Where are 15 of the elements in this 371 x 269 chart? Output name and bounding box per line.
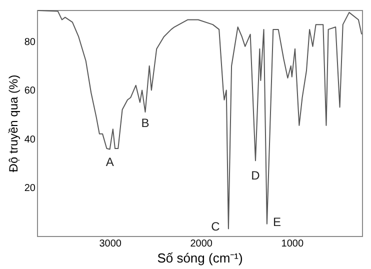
y-axis-title: Độ truyền qua (%) bbox=[6, 74, 20, 172]
x-tick-label: 1000 bbox=[281, 238, 304, 250]
annotation: E bbox=[272, 214, 281, 229]
y-tick-label: 20 bbox=[24, 182, 36, 194]
annotation: C bbox=[211, 220, 220, 234]
annotation: D bbox=[251, 168, 260, 183]
y-tick-label: 80 bbox=[24, 37, 36, 48]
x-tick-label: 3000 bbox=[99, 238, 122, 250]
line-series bbox=[37, 10, 362, 230]
annotation: B bbox=[141, 116, 150, 130]
x-axis-title: Số sóng (cm⁻¹) bbox=[157, 250, 243, 266]
annotation: A bbox=[106, 155, 114, 170]
x-tick-label: 2000 bbox=[190, 238, 213, 250]
y-tick-label: 40 bbox=[24, 134, 36, 146]
y-tick-label: 60 bbox=[24, 86, 36, 97]
